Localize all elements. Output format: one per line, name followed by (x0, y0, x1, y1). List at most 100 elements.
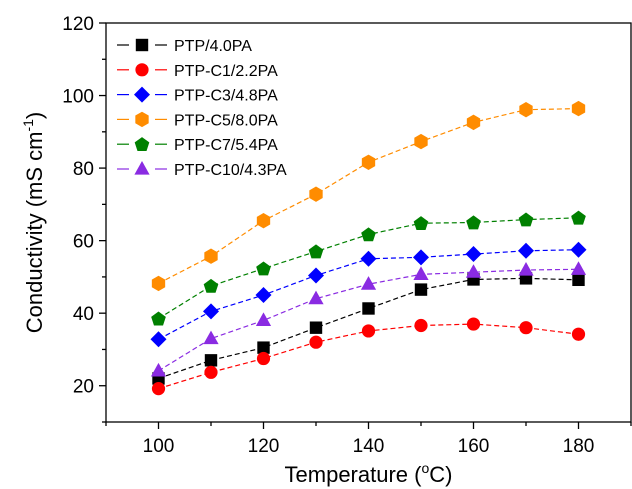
data-point (203, 303, 219, 320)
data-point (572, 273, 585, 287)
data-point (151, 275, 166, 292)
data-point (308, 244, 324, 259)
plot-frame (105, 22, 632, 423)
y-tick-label: 80 (73, 159, 94, 180)
x-tick-label: 180 (563, 436, 595, 457)
data-point (150, 362, 167, 377)
legend-marker (134, 86, 150, 103)
x-axis-title-superscript: o (421, 460, 429, 476)
data-point (255, 312, 272, 327)
data-point (519, 101, 533, 118)
data-point (203, 278, 219, 293)
data-point (413, 249, 429, 266)
y-axis-title-superscript: -1 (20, 119, 36, 132)
legend-item: PTP-C1/2.2PA (117, 63, 278, 80)
data-point (203, 330, 219, 345)
legend-label: PTP-C3/4.8PA (174, 88, 278, 105)
data-point (360, 276, 377, 290)
data-point (571, 100, 586, 117)
legend-marker (134, 137, 150, 152)
data-point (256, 212, 271, 229)
data-point (413, 266, 429, 280)
data-point (151, 382, 166, 396)
data-point (361, 154, 376, 170)
x-axis-title: Temperature (oC) (285, 460, 453, 487)
legend-marker (135, 63, 149, 77)
data-point (413, 216, 429, 231)
legend-label: PTP-C1/2.2PA (174, 63, 278, 80)
data-point (309, 186, 323, 202)
axes (105, 22, 632, 423)
data-point (255, 287, 272, 304)
data-point (466, 114, 481, 131)
data-point (204, 365, 218, 379)
series-2 (151, 317, 586, 396)
data-point (204, 354, 218, 367)
legend-item: PTP/4.0PA (117, 38, 252, 55)
data-point (309, 335, 323, 349)
x-tick-label: 120 (248, 436, 280, 457)
series-3 (150, 241, 587, 348)
data-point (151, 311, 166, 326)
x-axis-title-unit: C) (429, 462, 452, 487)
y-axis-ticks: 20 40 60 80 100 120 (62, 14, 106, 423)
data-point (257, 341, 270, 354)
data-point (362, 302, 375, 315)
data-point (361, 227, 376, 242)
legend-item: PTP-C5/8.0PA (117, 111, 278, 129)
series-6 (150, 261, 587, 377)
data-point (466, 215, 481, 230)
x-tick-label: 160 (458, 436, 490, 457)
data-point (465, 246, 482, 263)
legend-item: PTP-C3/4.8PA (117, 86, 278, 105)
data-point (256, 261, 271, 276)
x-tick-label: 140 (353, 436, 385, 457)
legend-marker (135, 38, 149, 52)
data-point (414, 133, 428, 150)
data-point (519, 321, 533, 335)
y-tick-label: 40 (73, 304, 94, 325)
legend-label: PTP-C5/8.0PA (174, 112, 278, 129)
data-point (256, 351, 271, 366)
y-tick-label: 60 (73, 232, 94, 253)
data-point (571, 210, 586, 225)
data-point (308, 290, 324, 305)
data-point (571, 327, 586, 341)
y-axis-title: Conductivity (mS cm-1) (20, 112, 47, 334)
data-point (204, 248, 218, 264)
series-4 (151, 100, 586, 292)
legend-label: PTP-C10/4.3PA (174, 162, 287, 179)
series-line (158, 277, 579, 380)
series-layer (150, 100, 587, 396)
y-tick-label: 100 (62, 87, 94, 108)
data-point (465, 264, 482, 278)
data-point (518, 242, 534, 259)
data-point (570, 261, 587, 275)
data-point (414, 283, 428, 296)
x-axis-title-text: Temperature ( (285, 462, 423, 487)
y-axis-title-close: ) (22, 112, 47, 119)
legend-item: PTP-C10/4.3PA (117, 161, 287, 179)
x-tick-label: 100 (143, 436, 175, 457)
data-point (308, 267, 324, 284)
data-point (466, 317, 481, 331)
legend: PTP/4.0PA PTP-C1/2.2PA PTP-C3/4.8PA PTP-C5/… (117, 38, 287, 179)
y-tick-label: 120 (62, 14, 94, 35)
y-axis-title-text: Conductivity (mS cm (22, 132, 47, 334)
legend-label: PTP/4.0PA (174, 38, 252, 55)
series-5 (151, 210, 586, 326)
data-point (570, 241, 587, 258)
data-point (309, 321, 323, 334)
data-point (518, 262, 534, 276)
legend-marker (134, 161, 150, 175)
legend-label: PTP-C7/5.4PA (174, 137, 278, 154)
x-axis-ticks: 100 120 140 160 180 (105, 422, 632, 457)
data-point (414, 318, 428, 333)
data-point (361, 324, 376, 338)
data-point (518, 212, 534, 227)
data-point (360, 250, 377, 267)
legend-marker (135, 111, 149, 128)
y-tick-label: 20 (73, 377, 94, 398)
legend-item: PTP-C7/5.4PA (117, 137, 278, 154)
